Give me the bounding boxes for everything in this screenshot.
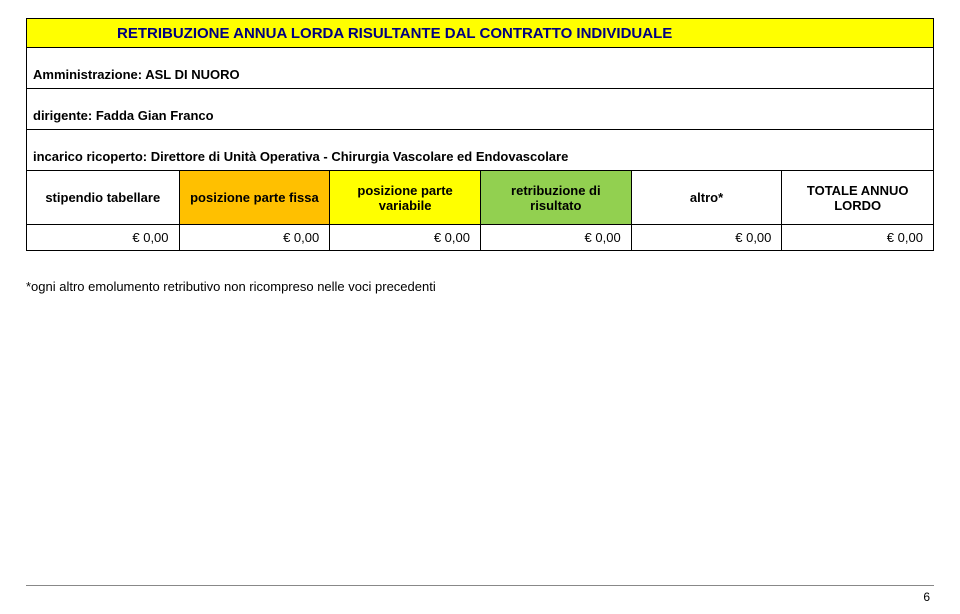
dirigente-text: dirigente: Fadda Gian Franco xyxy=(33,108,214,123)
header-altro: altro* xyxy=(631,171,782,225)
header-posizione-fissa: posizione parte fissa xyxy=(179,171,330,225)
value-retribuzione-risultato: € 0,00 xyxy=(480,225,631,251)
dirigente-row: dirigente: Fadda Gian Franco xyxy=(26,89,934,130)
administration-row: Amministrazione: ASL DI NUORO xyxy=(26,48,934,89)
page-number: 6 xyxy=(923,590,930,604)
header-posizione-variabile: posizione parte variabile xyxy=(329,171,480,225)
value-posizione-fissa: € 0,00 xyxy=(179,225,330,251)
header-totale: TOTALE ANNUO LORDO xyxy=(781,171,934,225)
value-altro: € 0,00 xyxy=(631,225,782,251)
value-totale: € 0,00 xyxy=(781,225,934,251)
header-stipendio: stipendio tabellare xyxy=(26,171,179,225)
incarico-row: incarico ricoperto: Direttore di Unità O… xyxy=(26,130,934,171)
title-text: RETRIBUZIONE ANNUA LORDA RISULTANTE DAL … xyxy=(117,25,672,42)
document-page: RETRIBUZIONE ANNUA LORDA RISULTANTE DAL … xyxy=(0,0,960,294)
value-stipendio: € 0,00 xyxy=(26,225,179,251)
title-banner: RETRIBUZIONE ANNUA LORDA RISULTANTE DAL … xyxy=(26,18,934,48)
incarico-text: incarico ricoperto: Direttore di Unità O… xyxy=(33,149,568,164)
footer-divider xyxy=(26,585,934,586)
header-retribuzione-risultato: retribuzione di risultato xyxy=(480,171,631,225)
administration-text: Amministrazione: ASL DI NUORO xyxy=(33,67,240,82)
value-posizione-variabile: € 0,00 xyxy=(329,225,480,251)
footnote: *ogni altro emolumento retributivo non r… xyxy=(26,279,934,294)
table-header-row: stipendio tabellare posizione parte fiss… xyxy=(26,171,934,225)
table-data-row: € 0,00 € 0,00 € 0,00 € 0,00 € 0,00 € 0,0… xyxy=(26,225,934,251)
